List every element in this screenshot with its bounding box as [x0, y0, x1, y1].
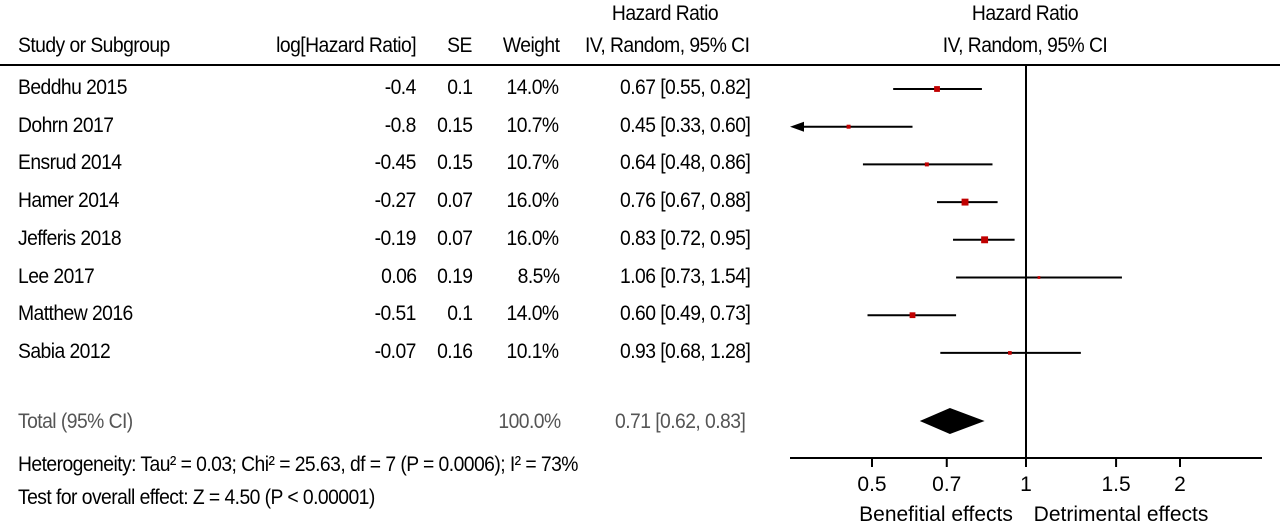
- study-weight: 14.0%: [506, 76, 560, 99]
- study-loghr: -0.45: [374, 151, 417, 175]
- study-name: Matthew 2016: [18, 302, 133, 326]
- study-se: 0.1: [446, 302, 473, 326]
- study-name: Dohrn 2017: [18, 113, 114, 137]
- point-estimate-square: [934, 86, 940, 92]
- col-header-loghr: log[Hazard Ratio]: [276, 34, 416, 57]
- x-tick-label: 1.5: [1101, 473, 1130, 496]
- total-weight: 100.0%: [498, 410, 562, 433]
- study-weight: 16.0%: [506, 226, 560, 250]
- study-se: 0.15: [436, 151, 473, 175]
- study-hr-ci: 0.67 [0.55, 0.82]: [620, 76, 751, 99]
- x-tick-label: 1: [1020, 473, 1032, 496]
- header-rule: [0, 64, 1280, 66]
- study-name: Beddhu 2015: [18, 76, 127, 99]
- study-se: 0.1: [446, 76, 473, 99]
- heterogeneity-text: Heterogeneity: Tau² = 0.03; Chi² = 25.63…: [18, 453, 578, 476]
- ci-truncation-arrow: [790, 121, 804, 132]
- study-hr-ci: 0.83 [0.72, 0.95]: [620, 226, 751, 250]
- overall-effect-text: Test for overall effect: Z = 4.50 (P < 0…: [18, 486, 375, 509]
- study-name: Sabia 2012: [18, 339, 111, 363]
- plot-title: Hazard Ratio: [971, 2, 1079, 25]
- study-hr-ci: 1.06 [0.73, 1.54]: [620, 264, 751, 288]
- study-loghr: 0.06: [380, 264, 417, 288]
- point-estimate-square: [1037, 276, 1041, 279]
- study-loghr: -0.07: [374, 339, 417, 363]
- study-se: 0.07: [436, 226, 473, 250]
- col-header-hr-method: IV, Random, 95% CI: [585, 34, 750, 57]
- study-loghr: -0.27: [374, 189, 417, 213]
- study-hr-ci: 0.76 [0.67, 0.88]: [620, 189, 751, 213]
- point-estimate-square: [1008, 351, 1012, 355]
- study-weight: 8.5%: [517, 264, 559, 288]
- col-header-study: Study or Subgroup: [18, 34, 170, 57]
- total-hr-ci: 0.71 [0.62, 0.83]: [615, 410, 746, 433]
- detriment-label: Detrimental effects: [1034, 503, 1209, 526]
- col-header-weight: Weight: [502, 34, 560, 57]
- study-loghr: -0.4: [384, 76, 417, 99]
- study-hr-ci: 0.64 [0.48, 0.86]: [620, 151, 751, 175]
- study-hr-ci: 0.45 [0.33, 0.60]: [620, 113, 751, 137]
- study-weight: 10.7%: [506, 113, 560, 137]
- study-weight: 16.0%: [506, 189, 560, 213]
- total-label: Total (95% CI): [18, 410, 133, 433]
- study-se: 0.19: [436, 264, 473, 288]
- study-se: 0.16: [436, 339, 473, 363]
- point-estimate-square: [924, 162, 929, 167]
- study-loghr: -0.51: [374, 302, 417, 326]
- point-estimate-square: [981, 236, 989, 244]
- benefit-label: Benefitial effects: [859, 503, 1013, 526]
- study-hr-ci: 0.60 [0.49, 0.73]: [620, 302, 751, 326]
- point-estimate-square: [909, 312, 916, 319]
- point-estimate-square: [846, 124, 851, 129]
- hr-column-title: Hazard Ratio: [611, 2, 719, 25]
- study-name: Jefferis 2018: [18, 226, 122, 250]
- study-hr-ci: 0.93 [0.68, 1.28]: [620, 339, 751, 363]
- x-tick-label: 0.7: [932, 473, 961, 496]
- plot-method: IV, Random, 95% CI: [942, 34, 1108, 57]
- study-weight: 14.0%: [506, 302, 560, 326]
- total-diamond: [919, 408, 985, 434]
- x-tick-label: 0.5: [857, 473, 886, 496]
- point-estimate-square: [961, 198, 969, 206]
- study-loghr: -0.19: [374, 226, 417, 250]
- study-weight: 10.1%: [506, 339, 560, 363]
- x-tick-label: 2: [1174, 473, 1186, 496]
- study-weight: 10.7%: [506, 151, 560, 175]
- study-se: 0.07: [436, 189, 473, 213]
- study-name: Ensrud 2014: [18, 151, 122, 175]
- col-header-se: SE: [447, 34, 472, 57]
- study-name: Hamer 2014: [18, 189, 119, 213]
- study-name: Lee 2017: [18, 264, 95, 288]
- study-se: 0.15: [436, 113, 473, 137]
- study-loghr: -0.8: [384, 113, 417, 137]
